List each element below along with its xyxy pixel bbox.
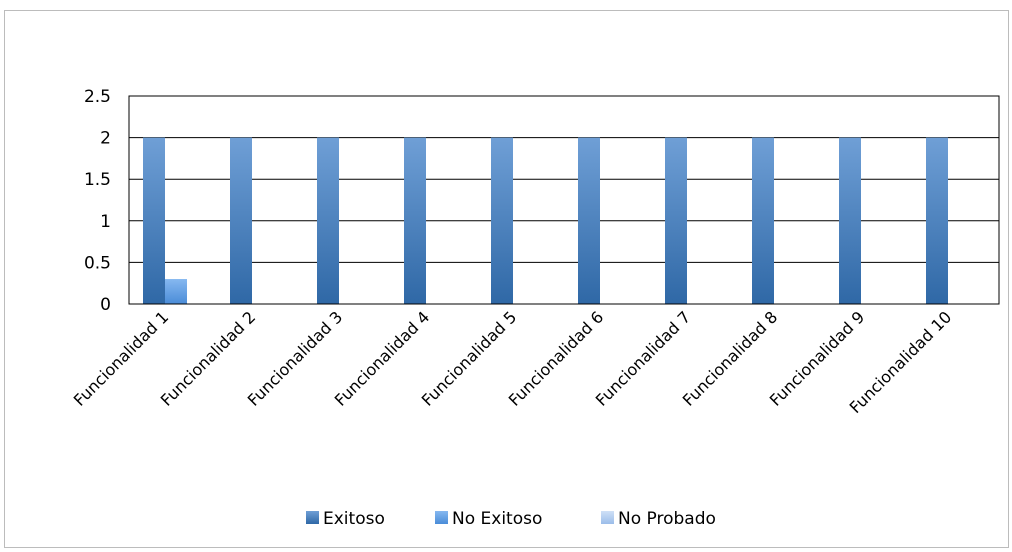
bar-exitoso-7 (665, 137, 687, 304)
gridlines (129, 95, 999, 305)
y-tick-label: 1 (100, 212, 111, 232)
y-axis-ticks: 0 0.5 1 1.5 2 2.5 (84, 87, 111, 315)
plot-area-border (128, 95, 1000, 305)
bar-no-exitoso-1 (165, 279, 187, 304)
bar-exitoso-4 (404, 137, 426, 304)
legend-swatch (435, 511, 448, 524)
legend-swatch (306, 511, 319, 524)
bar-exitoso-9 (839, 137, 861, 304)
legend: Exitoso No Exitoso No Probado (306, 509, 716, 529)
y-tick-label: 1.5 (84, 170, 111, 190)
x-tick-label: Funcionalidad 6 (505, 307, 607, 409)
y-tick-label: 2 (100, 129, 111, 149)
bar-chart: 00.511.522.5 Funcionalidad 1Funcionalida… (70, 87, 1000, 529)
x-tick-label: Funcionalidad 9 (766, 307, 868, 409)
bar-exitoso-3 (317, 137, 339, 304)
legend-label: No Exitoso (452, 509, 542, 529)
y-tick-label: 2.5 (84, 87, 111, 107)
x-tick-label: Funcionalidad 4 (331, 307, 433, 409)
bar-exitoso-6 (578, 137, 600, 304)
y-tick-label: 0.5 (84, 253, 111, 273)
bar-exitoso-2 (230, 137, 252, 304)
legend-label: No Probado (618, 509, 716, 529)
bar-exitoso-8 (752, 137, 774, 304)
legend-label: Exitoso (323, 509, 385, 529)
x-tick-label: Funcionalidad 3 (244, 307, 346, 409)
bars (143, 137, 948, 304)
x-tick-label: Funcionalidad 8 (679, 307, 781, 409)
bar-exitoso-10 (926, 137, 948, 304)
x-tick-label: Funcionalidad 5 (418, 307, 520, 409)
legend-swatch (601, 511, 614, 524)
bar-exitoso-5 (491, 137, 513, 304)
bar-exitoso-1 (143, 137, 165, 304)
x-tick-label: Funcionalidad 1 (70, 307, 172, 409)
chart-frame: 0 0.5 1 1.5 2 2.5 Funcionalidad 1 Funcionalida… (4, 10, 1009, 548)
x-tick-label: Funcionalidad 7 (592, 307, 694, 409)
y-tick-label: 0 (100, 295, 111, 315)
x-tick-label: Funcionalidad 2 (157, 307, 259, 409)
